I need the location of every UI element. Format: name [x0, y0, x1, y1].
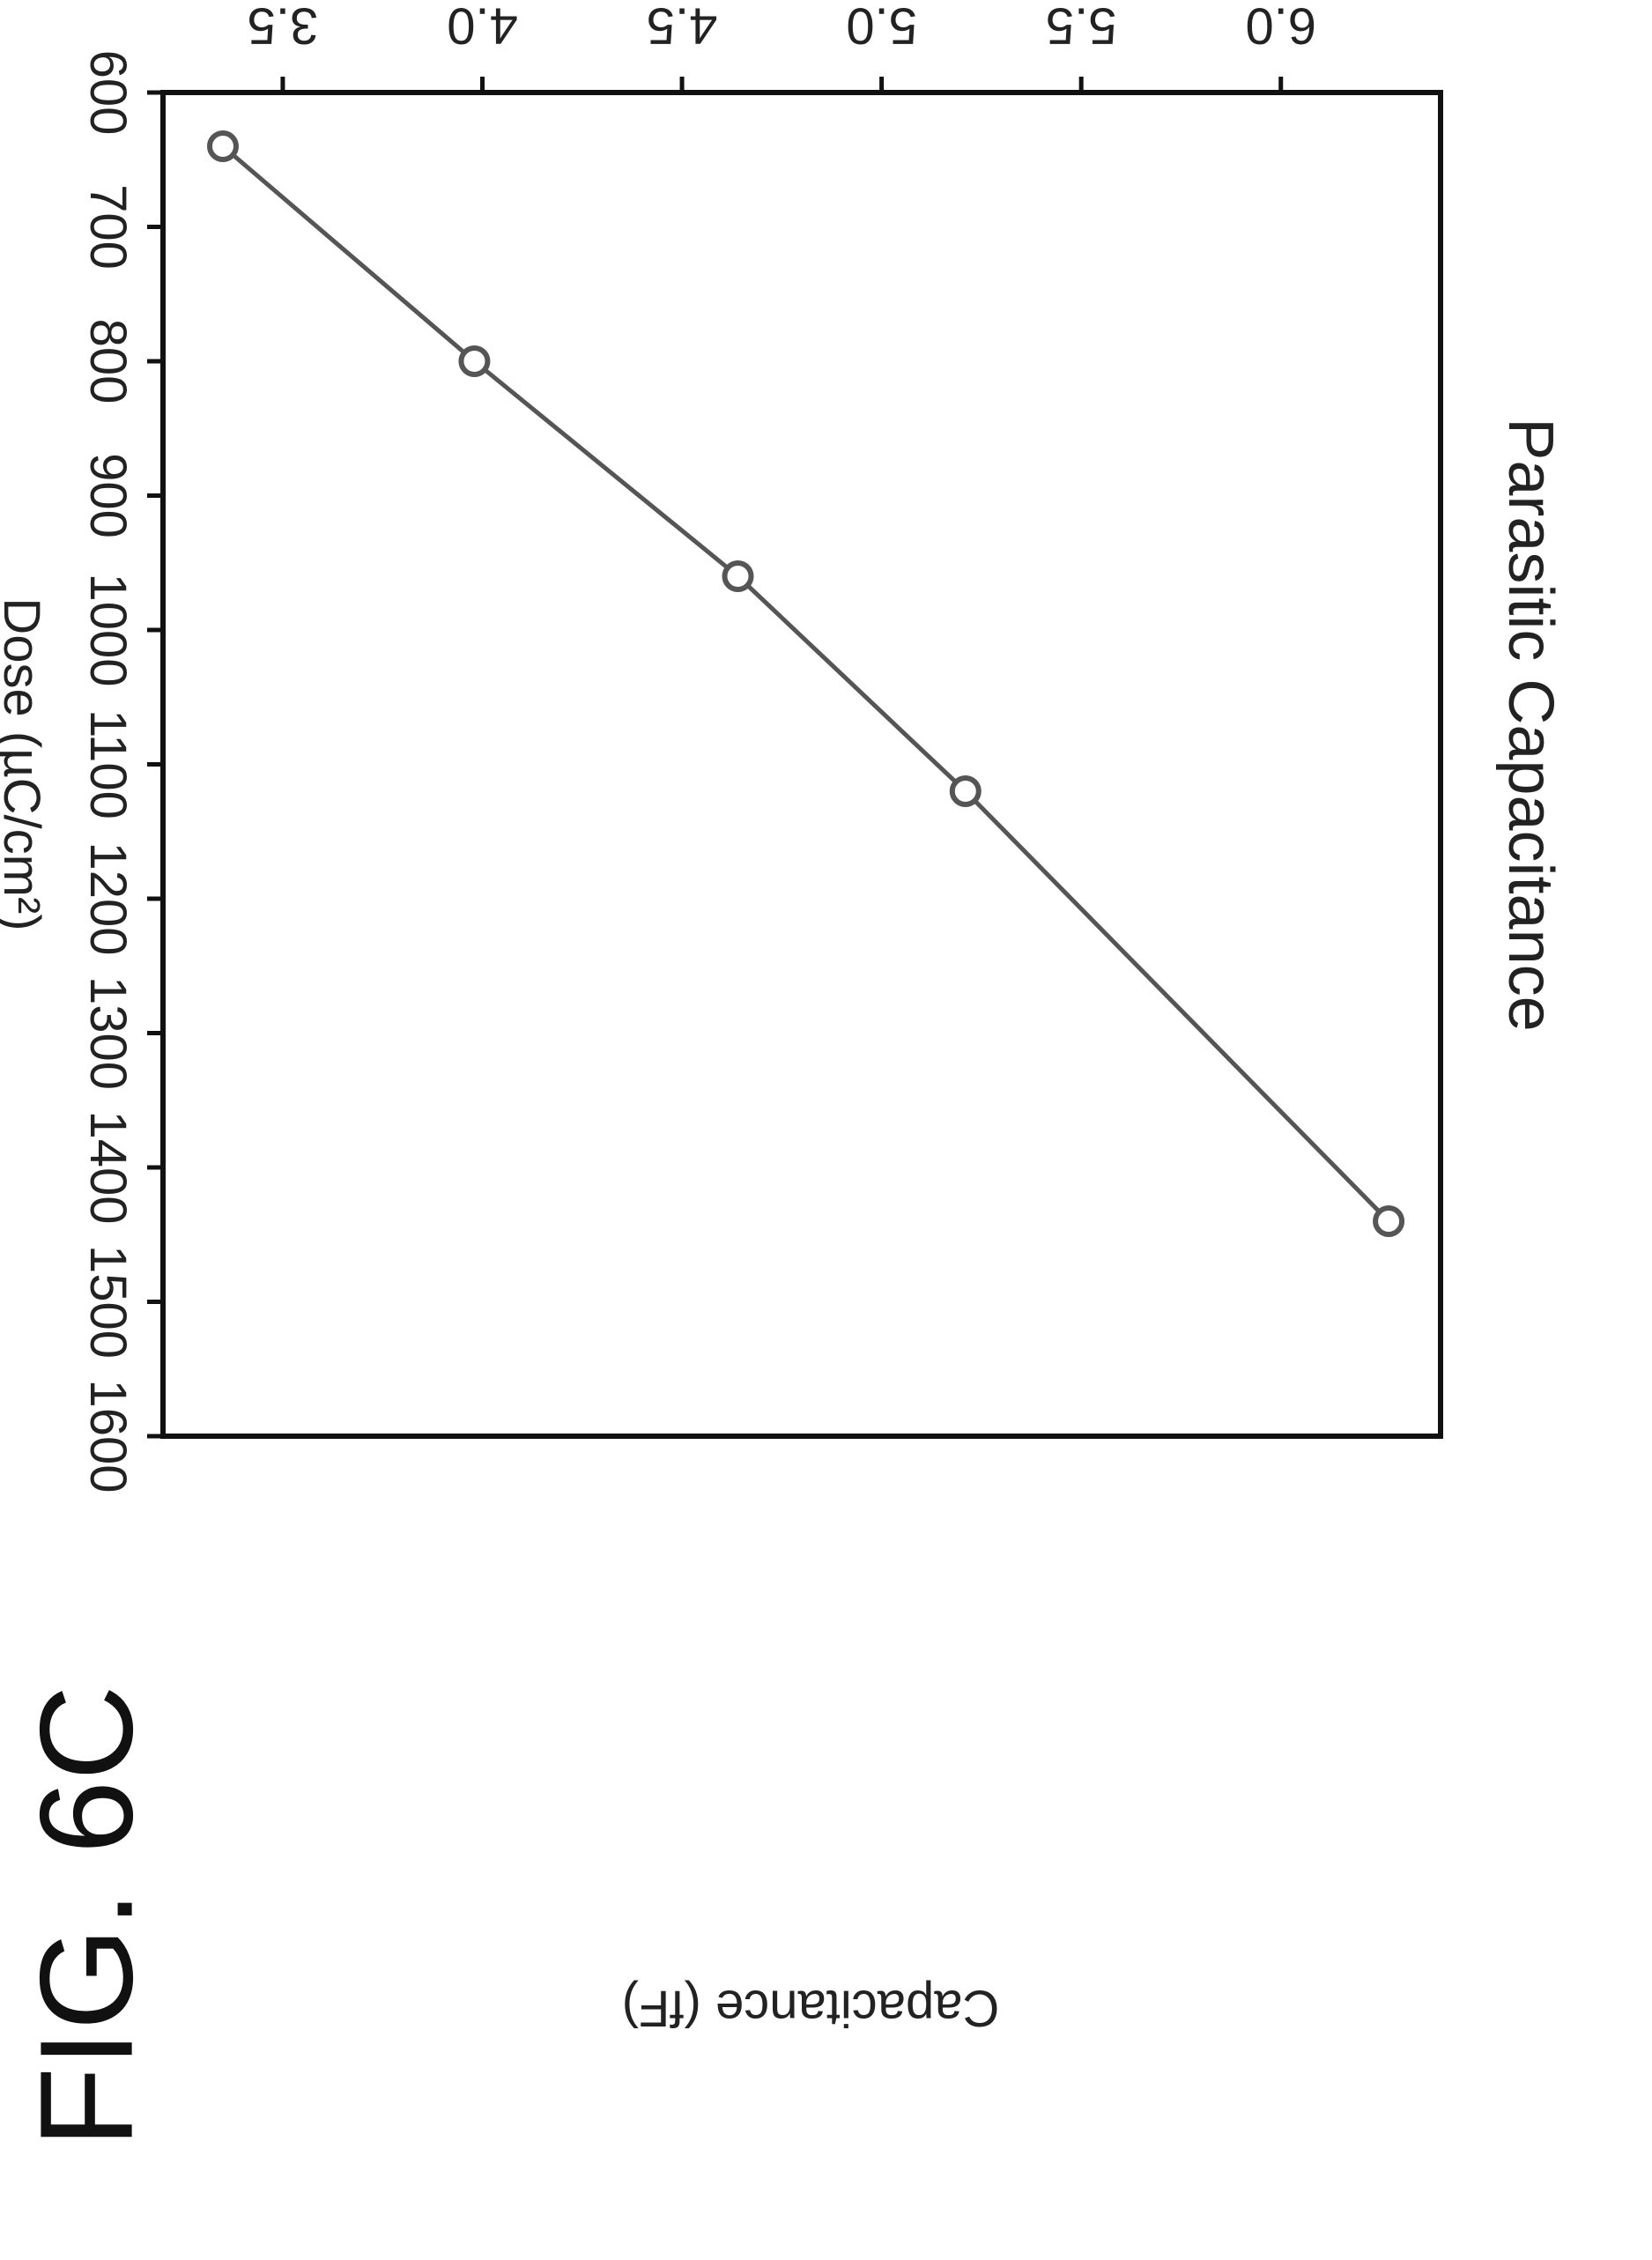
x-tick-label: 800 — [79, 319, 137, 404]
x-tick-label: 600 — [79, 50, 137, 136]
figure-label: FIG. 6C — [12, 1685, 160, 2147]
x-tick-label: 700 — [79, 184, 137, 270]
rotated-figure: 600 700 800 900 1000 1100 1200 1300 1400 1500 1600… — [0, 0, 1566, 1493]
x-axis: 600 700 800 900 1000 1100 1200 1300 1400 1500 1600 — [79, 50, 163, 1493]
x-tick-label: 1400 — [79, 1110, 137, 1224]
plot-frame — [160, 90, 1443, 1439]
y-tick-label: 4.0 — [447, 0, 518, 55]
y-axis-label: Capacitance (fF) — [622, 1980, 1000, 2037]
y-tick-label: 3.5 — [248, 0, 319, 55]
x-axis-label: Dose (µC/cm²) — [0, 597, 50, 930]
x-tick-label: 1500 — [79, 1245, 137, 1359]
x-tick-label: 1600 — [79, 1379, 137, 1493]
series-layer — [206, 130, 1405, 1237]
x-tick-label: 1100 — [79, 709, 137, 819]
x-tick-label: 900 — [79, 453, 137, 538]
y-tick-label: 5.5 — [1046, 0, 1117, 55]
data-point — [206, 130, 239, 162]
data-point — [458, 345, 491, 377]
y-axis: 3.5 4.0 4.5 5.0 5.5 6.0 — [248, 0, 1316, 93]
data-point — [949, 775, 982, 807]
series-line — [221, 144, 1390, 1223]
x-tick-label: 1300 — [79, 976, 137, 1090]
data-point — [722, 560, 754, 592]
x-tick-label: 1200 — [79, 841, 137, 955]
y-tick-label: 6.0 — [1245, 0, 1316, 55]
data-point — [1373, 1205, 1405, 1237]
y-tick-label: 4.5 — [647, 0, 718, 55]
chart-title: Parasitic Capacitance — [1495, 418, 1566, 1031]
y-tick-label: 5.0 — [846, 0, 917, 55]
x-tick-label: 1000 — [79, 573, 137, 686]
